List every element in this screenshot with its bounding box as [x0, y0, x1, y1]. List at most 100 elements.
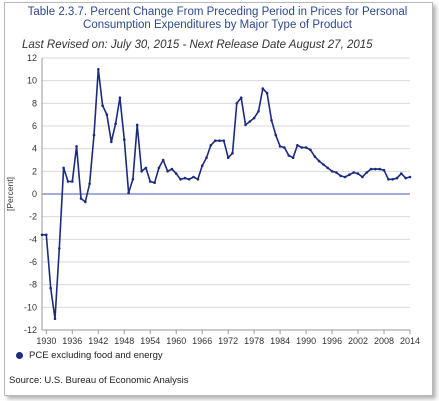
data-point	[239, 96, 243, 99]
data-point	[114, 122, 117, 125]
data-point	[304, 146, 308, 149]
x-tick-label: 1990	[296, 336, 316, 346]
data-point	[140, 170, 143, 173]
axes	[41, 58, 411, 334]
series-layer	[40, 68, 412, 321]
tick-labels: -12 -10 -8 -6 -4 -2 0 2 4 6 8 10 12 1930 1936 1942 1948 1…	[24, 53, 420, 346]
data-point	[287, 154, 291, 157]
revision-subtitle: Last Revised on: July 30, 2015 - Next Re…	[22, 39, 373, 51]
data-point	[179, 178, 182, 181]
data-point	[196, 178, 200, 181]
chart-title: Table 2.3.7. Percent Change From Precedi…	[4, 6, 431, 32]
data-point	[62, 166, 65, 170]
data-point	[148, 180, 152, 183]
data-point	[361, 175, 364, 179]
data-point	[166, 170, 169, 173]
data-point	[252, 116, 256, 120]
data-point	[278, 145, 282, 148]
data-point	[105, 113, 109, 116]
data-point	[209, 144, 213, 147]
x-tick-label: 1930	[36, 336, 56, 346]
data-point	[88, 182, 91, 186]
data-point	[309, 148, 312, 152]
y-tick-label: 0	[32, 189, 37, 199]
data-point	[335, 171, 338, 174]
y-tick-label: 10	[27, 76, 37, 86]
legend-label: PCE excluding food and energy	[29, 350, 163, 361]
source-note: Source: U.S. Bureau of Economic Analysis	[9, 375, 189, 386]
y-tick-label: 12	[27, 53, 37, 63]
x-tick-label: 1960	[166, 336, 186, 346]
data-point	[404, 176, 408, 180]
chart-title-line-2: Consumption Expenditures by Major Type o…	[83, 19, 352, 31]
data-point	[300, 146, 304, 149]
legend-marker-icon	[16, 352, 23, 359]
data-point	[192, 175, 195, 179]
data-point	[131, 178, 135, 181]
data-point	[127, 191, 130, 195]
data-point	[313, 155, 317, 158]
data-point	[365, 171, 369, 174]
data-point	[408, 175, 412, 179]
x-tick-label: 2002	[348, 336, 368, 346]
data-point	[374, 167, 377, 171]
data-point	[296, 144, 299, 147]
data-point	[92, 133, 96, 137]
data-point	[135, 123, 139, 127]
data-point	[274, 133, 278, 137]
data-point	[235, 102, 239, 105]
data-point	[53, 317, 57, 321]
data-point	[49, 286, 52, 290]
data-point	[244, 123, 247, 127]
data-point	[183, 176, 187, 180]
y-tick-label: -4	[29, 234, 37, 244]
y-axis-label: [Percent]	[5, 177, 15, 211]
data-point	[326, 166, 330, 170]
data-point	[79, 197, 83, 200]
x-tick-label: 1954	[140, 336, 160, 346]
y-tick-label: -2	[29, 212, 37, 222]
data-point	[123, 138, 126, 141]
data-point	[187, 178, 191, 181]
x-tick-label: 1942	[88, 336, 108, 346]
data-point	[330, 170, 334, 173]
x-tick-label: 1948	[114, 336, 134, 346]
data-point	[270, 119, 273, 122]
data-point	[84, 200, 87, 204]
data-point	[395, 176, 399, 180]
data-point	[222, 139, 226, 142]
data-point	[213, 139, 217, 142]
data-point	[317, 159, 321, 163]
data-point	[144, 166, 148, 170]
legend: PCE excluding food and energy	[16, 350, 163, 361]
x-tick-label: 1978	[244, 336, 264, 346]
y-tick-label: -8	[29, 280, 37, 290]
x-tick-label: 1936	[62, 336, 82, 346]
data-point	[322, 163, 325, 166]
data-point	[205, 156, 208, 159]
y-tick-label: -12	[24, 325, 37, 335]
data-point	[382, 168, 386, 172]
data-point	[170, 167, 174, 171]
chart-title-line-1: Table 2.3.7. Percent Change From Precedi…	[27, 6, 408, 18]
data-point	[157, 166, 161, 170]
y-tick-label: -10	[24, 302, 37, 312]
data-point	[71, 180, 74, 183]
y-tick-label: 6	[32, 121, 37, 131]
x-tick-label: 2008	[374, 336, 394, 346]
data-point	[348, 173, 351, 176]
data-point	[161, 158, 165, 162]
data-point	[153, 181, 156, 184]
x-tick-label: 1972	[218, 336, 238, 346]
data-point	[218, 139, 221, 142]
data-point	[352, 171, 356, 174]
x-tick-label: 1966	[192, 336, 212, 346]
data-point	[400, 172, 403, 175]
data-point	[66, 180, 70, 183]
data-point	[97, 68, 100, 71]
y-tick-label: 4	[32, 144, 37, 154]
data-point	[339, 174, 343, 178]
data-point	[257, 110, 260, 113]
data-point	[265, 91, 269, 95]
